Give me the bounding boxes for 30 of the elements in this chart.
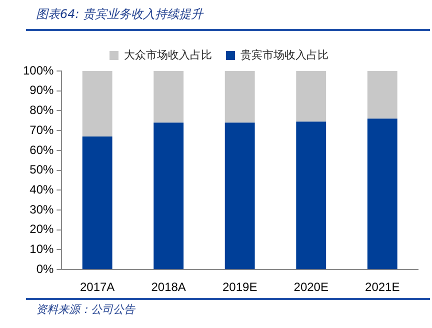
chart-title: 图表64: 贵宾业务收入持续提升: [36, 6, 204, 23]
y-tick-label: 10%: [30, 242, 54, 256]
y-tick-label: 30%: [30, 202, 54, 216]
y-tick-label: 70%: [30, 122, 54, 137]
bar: [82, 71, 112, 137]
x-tick-label: 2020E: [294, 280, 328, 294]
bar: [296, 122, 326, 270]
text: 资料来源：公司公告: [36, 302, 135, 317]
x-tick-label: 2019E: [222, 280, 258, 294]
y-tick-label: 90%: [30, 83, 54, 98]
x-tick-label: 2021E: [365, 280, 400, 294]
bar: [154, 122, 184, 270]
x-tick-label: 2017A: [80, 280, 115, 294]
bar: [367, 118, 398, 270]
bar: [224, 71, 255, 123]
legend-label: 大众市场收入占比: [124, 48, 212, 62]
bar: [296, 71, 326, 122]
legend-label: 贵宾市场收入占比: [240, 48, 328, 62]
y-tick-label: 60%: [30, 142, 54, 157]
bar: [82, 136, 112, 270]
bar: [367, 71, 398, 119]
bar: [224, 122, 255, 270]
y-tick-label: 20%: [30, 222, 54, 236]
y-tick-label: 0%: [36, 262, 54, 276]
y-tick-label: 80%: [30, 103, 54, 118]
bar: [154, 71, 184, 123]
y-tick-label: 100%: [22, 63, 54, 78]
y-tick-label: 50%: [30, 162, 54, 177]
y-tick-label: 40%: [30, 182, 54, 196]
x-tick-label: 2018A: [151, 280, 186, 294]
